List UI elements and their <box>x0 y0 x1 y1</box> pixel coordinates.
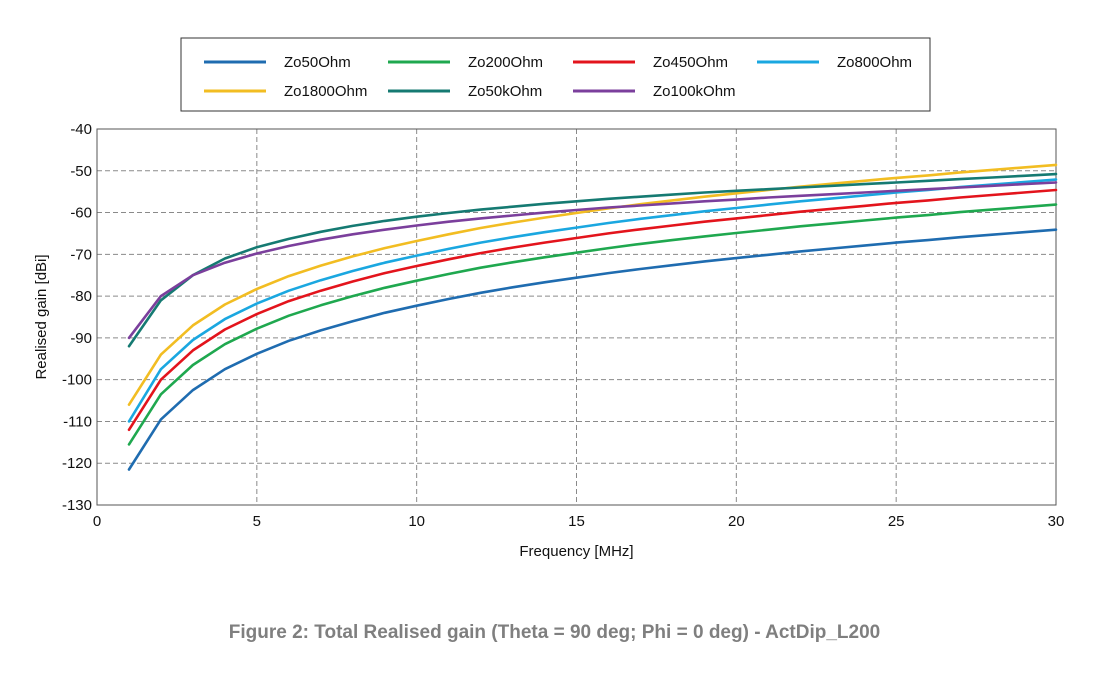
y-tick-label: -60 <box>70 205 92 222</box>
legend: Zo50Ohm Zo200Ohm Zo450Ohm Zo800Ohm Zo1800Ohm… <box>180 37 931 112</box>
x-tick-label: 30 <box>1048 513 1065 530</box>
y-tick-label: -40 <box>70 121 92 138</box>
y-tick-label: -90 <box>70 330 92 347</box>
series-line-zo50kohm <box>127 172 1058 348</box>
series-line-zo100kohm <box>127 181 1058 340</box>
legend-item-zo800ohm: Zo800Ohm <box>757 54 912 71</box>
y-tick-labels: -40 -50 -60 -70 -80 -90 -100 -110 -120 -130 <box>62 121 92 514</box>
series-line-zo450ohm <box>127 188 1058 432</box>
figure-caption: Figure 2: Total Realised gain (Theta = 9… <box>228 622 881 643</box>
y-tick-label: -50 <box>70 163 92 180</box>
grid-lines <box>97 129 1056 505</box>
x-tick-label: 20 <box>728 513 745 530</box>
legend-label: Zo100kOhm <box>653 83 736 100</box>
series-line-zo1800ohm <box>127 163 1058 407</box>
plot-frame <box>96 128 1057 506</box>
legend-label: Zo450Ohm <box>653 54 728 71</box>
x-tick-label: 0 <box>93 513 101 530</box>
y-tick-label: -110 <box>63 413 92 430</box>
legend-label: Zo50kOhm <box>468 83 542 100</box>
legend-item-zo200ohm: Zo200Ohm <box>388 54 543 71</box>
series-layer <box>127 163 1058 471</box>
x-tick-label: 15 <box>568 513 585 530</box>
legend-label: Zo50Ohm <box>284 54 351 71</box>
y-tick-label: -70 <box>70 246 92 263</box>
legend-box <box>180 37 931 112</box>
y-axis-label: Realised gain [dBi] <box>33 254 50 379</box>
x-tick-labels: 0 5 10 15 20 25 30 <box>93 513 1065 530</box>
series-line-zo50ohm <box>127 228 1058 471</box>
legend-label: Zo1800Ohm <box>284 83 367 100</box>
legend-item-zo100kohm: Zo100kOhm <box>573 83 736 100</box>
y-tick-label: -130 <box>62 497 92 514</box>
x-tick-label: 25 <box>888 513 905 530</box>
legend-item-zo50ohm: Zo50Ohm <box>204 54 351 71</box>
legend-item-zo50kohm: Zo50kOhm <box>388 83 542 100</box>
legend-item-zo1800ohm: Zo1800Ohm <box>204 83 367 100</box>
x-tick-label: 5 <box>253 513 261 530</box>
x-axis-label: Frequency [MHz] <box>519 543 633 560</box>
legend-label: Zo800Ohm <box>837 54 912 71</box>
y-tick-label: -100 <box>62 372 92 389</box>
y-tick-label: -80 <box>70 288 92 305</box>
legend-label: Zo200Ohm <box>468 54 543 71</box>
series-line-zo200ohm <box>127 203 1058 446</box>
y-tick-label: -120 <box>62 455 92 472</box>
legend-item-zo450ohm: Zo450Ohm <box>573 54 728 71</box>
x-tick-label: 10 <box>408 513 425 530</box>
series-line-zo800ohm <box>127 178 1058 423</box>
